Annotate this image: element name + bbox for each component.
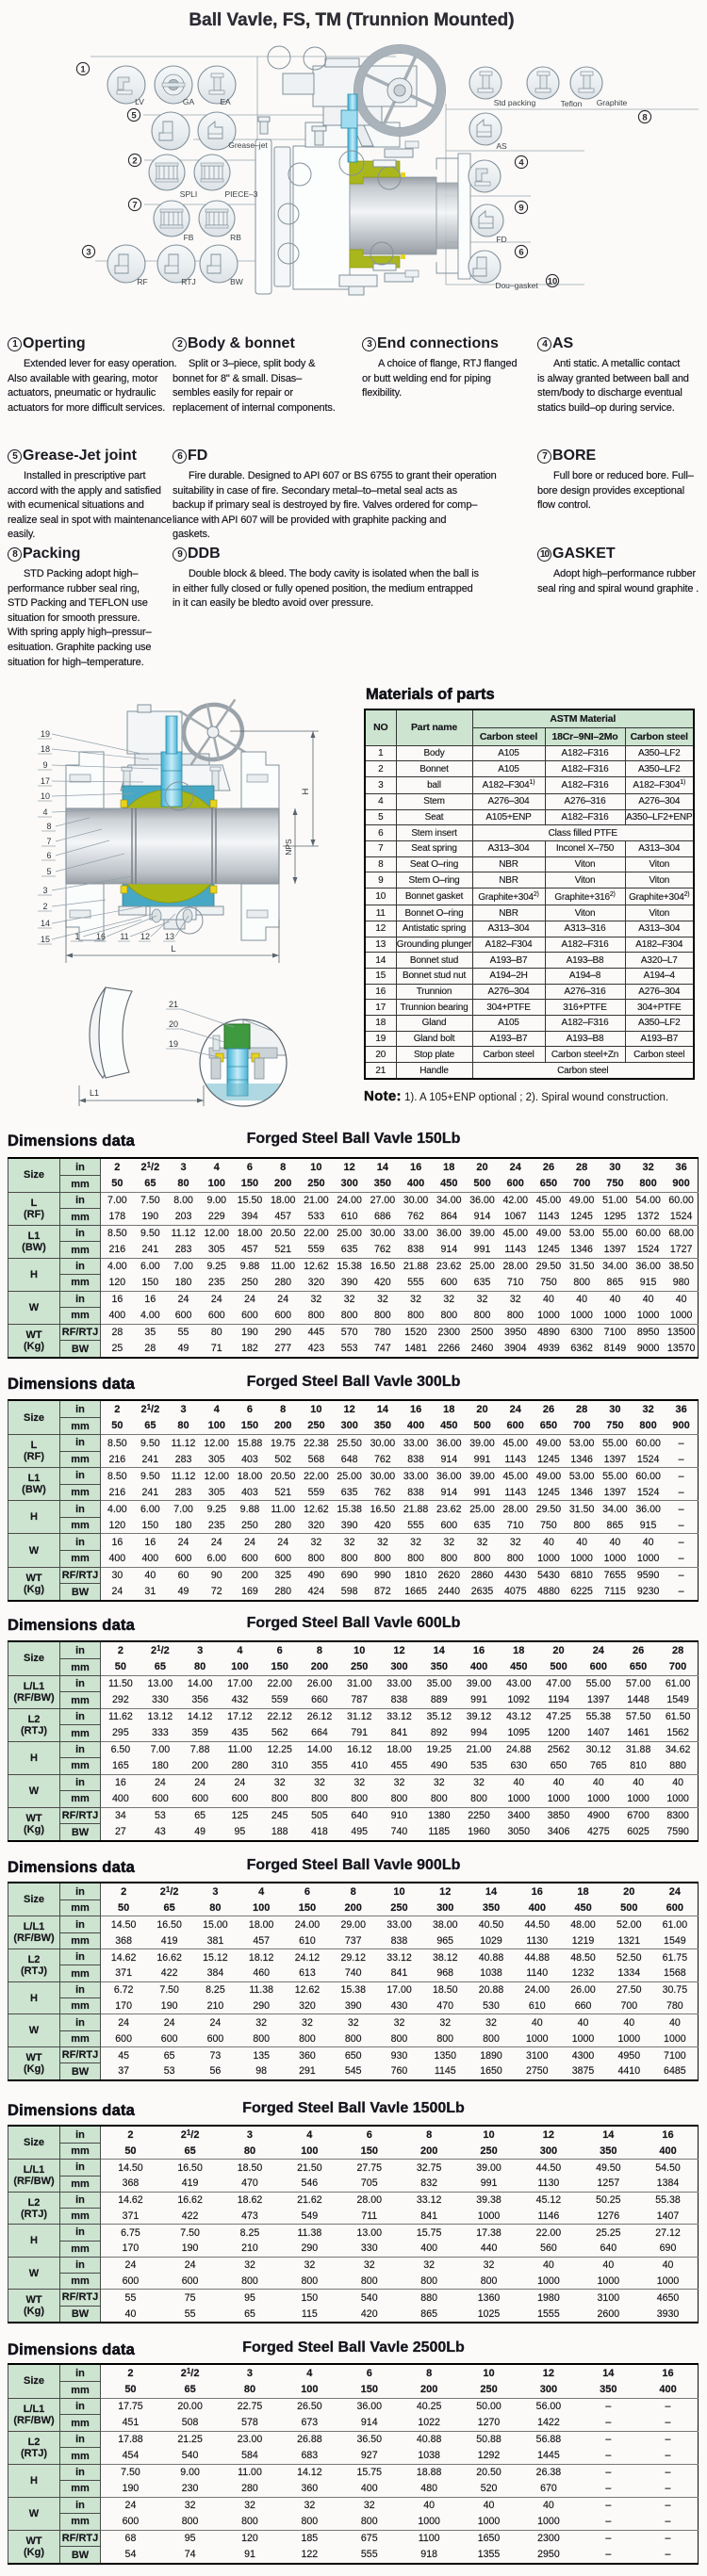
- svg-text:5: 5: [46, 867, 51, 876]
- svg-text:1: 1: [80, 64, 86, 74]
- svg-text:RTJ: RTJ: [181, 277, 195, 286]
- svg-text:9: 9: [42, 760, 47, 770]
- svg-text:H: H: [301, 788, 311, 794]
- svg-text:7: 7: [132, 200, 137, 210]
- svg-text:Teflon: Teflon: [561, 99, 583, 108]
- svg-text:Graphite: Graphite: [597, 98, 628, 107]
- svg-text:Std packing: Std packing: [494, 98, 536, 107]
- svg-text:9: 9: [518, 203, 523, 213]
- svg-text:19: 19: [169, 1039, 178, 1049]
- svg-text:8: 8: [642, 112, 647, 122]
- svg-text:15: 15: [41, 935, 50, 944]
- svg-text:1: 1: [74, 932, 79, 941]
- svg-text:21: 21: [169, 1000, 178, 1009]
- svg-text:Grease–jet: Grease–jet: [228, 140, 268, 150]
- svg-text:20: 20: [169, 1019, 178, 1029]
- svg-text:6: 6: [518, 247, 523, 257]
- svg-text:RB: RB: [230, 233, 241, 242]
- svg-text:RF: RF: [137, 277, 147, 286]
- svg-text:4: 4: [42, 807, 47, 817]
- svg-text:EA: EA: [220, 97, 231, 106]
- svg-text:17: 17: [41, 776, 50, 786]
- svg-text:7: 7: [46, 837, 51, 846]
- svg-text:13: 13: [165, 932, 174, 941]
- svg-text:LV: LV: [135, 97, 144, 106]
- svg-text:FD: FD: [496, 235, 506, 244]
- svg-text:18: 18: [41, 744, 50, 754]
- svg-text:2: 2: [42, 902, 47, 911]
- svg-text:GA: GA: [183, 97, 195, 106]
- svg-text:12: 12: [140, 932, 150, 941]
- svg-text:L: L: [171, 944, 175, 954]
- svg-text:8: 8: [46, 822, 51, 831]
- svg-text:BW: BW: [230, 277, 243, 286]
- svg-text:11: 11: [120, 932, 128, 941]
- svg-text:3: 3: [42, 886, 47, 895]
- svg-text:2: 2: [132, 155, 137, 166]
- svg-text:5: 5: [131, 110, 137, 121]
- svg-text:10: 10: [548, 276, 558, 286]
- svg-text:10: 10: [41, 791, 50, 801]
- svg-text:Dou–gasket: Dou–gasket: [495, 281, 538, 290]
- svg-text:4: 4: [518, 157, 524, 168]
- svg-text:19: 19: [41, 729, 50, 739]
- svg-text:SPLI: SPLI: [180, 189, 197, 199]
- svg-text:14: 14: [41, 919, 50, 928]
- svg-text:AS: AS: [496, 141, 507, 151]
- svg-text:3: 3: [86, 247, 90, 257]
- svg-text:FB: FB: [184, 233, 194, 242]
- svg-text:6: 6: [46, 851, 51, 860]
- svg-text:16: 16: [96, 932, 106, 941]
- svg-text:NPS: NPS: [284, 839, 293, 856]
- svg-text:L1: L1: [90, 1088, 99, 1098]
- svg-text:PIECE–3: PIECE–3: [225, 189, 258, 199]
